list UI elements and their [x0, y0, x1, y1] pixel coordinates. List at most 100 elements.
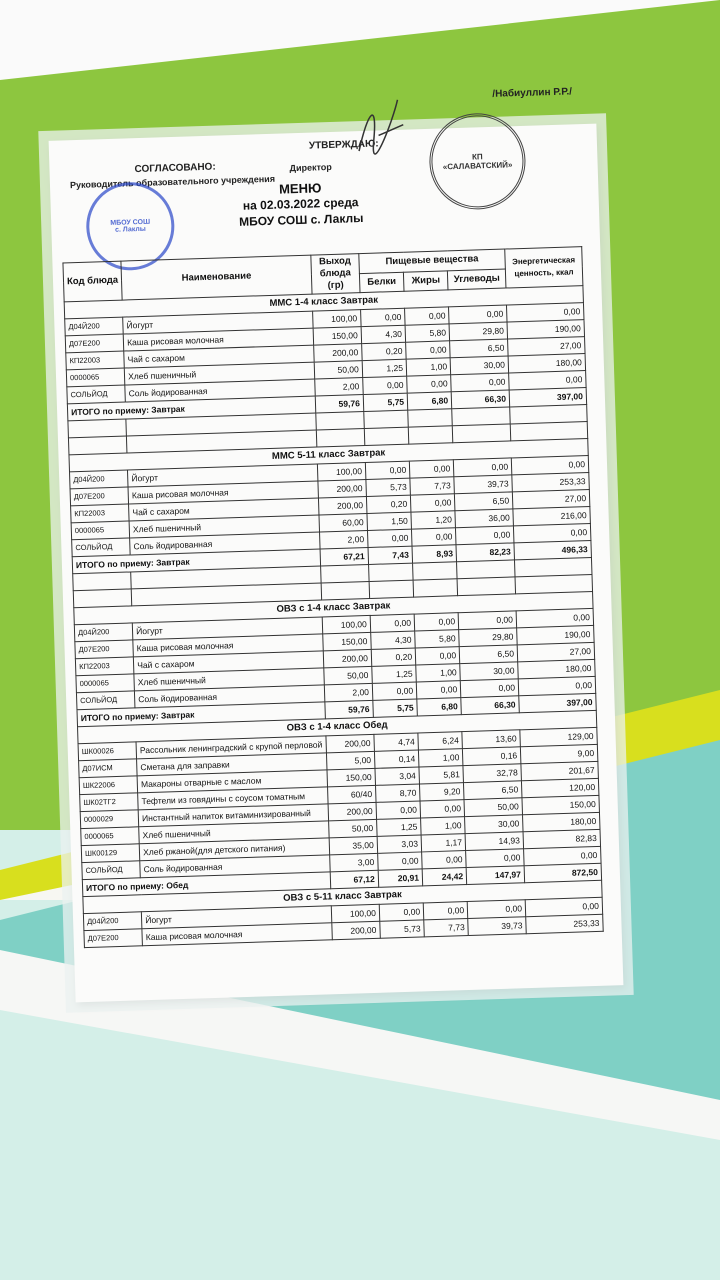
dish-value: 0,00	[415, 646, 460, 666]
dish-code: СОЛЬЙОД	[71, 537, 131, 557]
dish-value: 6,50	[449, 338, 509, 358]
dish-value: 32,78	[463, 763, 522, 783]
dish-value: 200,00	[331, 921, 381, 940]
company-stamp: КП «САЛАВАТСКИЙ»	[427, 111, 527, 211]
dish-value: 1,17	[421, 833, 466, 852]
dish-value: 5,73	[379, 919, 425, 939]
dish-value: 39,73	[467, 916, 527, 936]
cell	[452, 423, 511, 443]
dish-value: 3,04	[374, 766, 420, 786]
dish-value: 5,80	[414, 629, 460, 649]
dish-value: 5,81	[419, 765, 464, 784]
dish-code: ШК00026	[78, 741, 137, 761]
dish-value: 7,73	[409, 476, 455, 496]
dish-value: 2,00	[314, 377, 364, 397]
dish-value: 35,00	[329, 836, 378, 855]
dish-value: 60,00	[318, 513, 368, 533]
dish-value: 0,00	[410, 493, 456, 513]
dish-value: 3,03	[376, 834, 422, 854]
total-value: 24,42	[422, 867, 467, 886]
dish-value: 0,00	[467, 899, 526, 919]
dish-value: 4,30	[370, 631, 416, 650]
total-value: 147,97	[466, 865, 525, 885]
cell	[321, 581, 370, 600]
dish-value: 60/40	[327, 785, 376, 804]
dish-code: ШК02ТГ2	[79, 792, 139, 812]
table-body: ММС 1-4 класс Завтрак Д04Й200 Йогурт 100,00…	[64, 285, 604, 948]
total-value: 67,21	[319, 547, 369, 566]
dish-value: 150,00	[322, 632, 372, 651]
dish-value: 4,74	[373, 733, 419, 752]
dish-code: Д07ИСМ	[78, 758, 138, 778]
dish-value: 3,00	[329, 853, 379, 872]
dish-value: 9,20	[419, 782, 465, 801]
signature	[358, 99, 404, 155]
total-value: 7,43	[367, 546, 413, 565]
total-value: 6,80	[416, 697, 462, 717]
total-value: 66,30	[460, 695, 520, 715]
dish-value: 36,00	[455, 508, 514, 528]
dish-value: 30,00	[450, 355, 509, 375]
dish-value: 0,00	[409, 459, 455, 479]
menu-sheet: СОГЛАСОВАНО: Руководитель образовательно…	[48, 86, 624, 1003]
cell	[368, 580, 414, 599]
dish-code: Д07Е200	[83, 928, 143, 948]
dish-value: 0,00	[420, 799, 465, 818]
dish-value: 200,00	[327, 802, 377, 821]
dish-code: Д07Е200	[65, 334, 124, 353]
dish-code: СОЛЬЙОД	[81, 860, 141, 880]
dish-value: 8,70	[375, 783, 421, 803]
dish-value: 29,80	[449, 322, 508, 341]
dish-value: 0,00	[458, 610, 517, 630]
dish-code: 0000065	[75, 673, 135, 693]
dish-value: 0,00	[421, 850, 467, 869]
school-stamp: МБОУ СОШ с. Лаклы	[84, 180, 176, 272]
dish-value: 1,25	[362, 359, 407, 378]
total-value: 6,80	[407, 391, 452, 411]
col-header: Белки	[359, 271, 405, 293]
dish-value: 200,00	[313, 343, 363, 363]
dish-value: 0,00	[365, 461, 410, 480]
dish-value: 6,24	[417, 731, 463, 751]
dish-value: 0,00	[455, 525, 515, 545]
cell	[364, 427, 409, 446]
col-header: Выход блюда (гр)	[310, 253, 360, 295]
total-value: 5,75	[372, 699, 418, 718]
dish-value: 50,00	[328, 819, 377, 838]
cell	[407, 408, 453, 428]
dish-value: 100,00	[322, 615, 371, 634]
dish-code: Д04Й200	[74, 622, 133, 642]
dish-value: 200,00	[317, 479, 367, 499]
dish-value: 200,00	[323, 649, 372, 668]
dish-code: ШК00129	[81, 843, 140, 863]
cell	[72, 571, 132, 591]
dish-value: 0,00	[453, 457, 512, 477]
dish-code: 0000065	[66, 368, 125, 387]
dish-value: 150,00	[313, 326, 362, 346]
dish-value: 0,00	[460, 678, 519, 698]
confirm-role: Директор	[289, 161, 332, 174]
dish-value: 100,00	[331, 904, 380, 923]
dish-value: 1,00	[415, 663, 461, 683]
dish-value: 0,20	[366, 495, 412, 514]
stamp-text: «САЛАВАТСКИЙ»	[442, 160, 513, 172]
cell	[456, 559, 516, 579]
dish-value: 0,14	[374, 750, 420, 769]
dish-value: 0,00	[423, 901, 468, 920]
col-header: Наименование	[121, 255, 312, 301]
total-value: 20,91	[378, 868, 423, 888]
dish-value: 13,60	[462, 729, 521, 749]
dish-value: 0,00	[370, 614, 415, 633]
cell	[73, 588, 132, 608]
dish-value: 5,73	[365, 478, 411, 497]
dish-value: 0,00	[416, 680, 461, 700]
col-header: Жиры	[403, 270, 449, 292]
dish-value: 0,00	[362, 376, 408, 395]
cell	[413, 578, 458, 598]
cell	[315, 411, 365, 431]
col-header: Код блюда	[62, 261, 123, 302]
dish-value: 1,25	[371, 665, 417, 684]
dish-value: 0,00	[406, 374, 452, 394]
dish-value: 30,00	[464, 814, 524, 834]
dish-code: Д04Й200	[69, 470, 129, 489]
